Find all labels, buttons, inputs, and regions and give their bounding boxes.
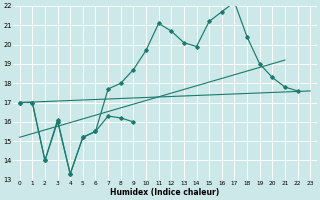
X-axis label: Humidex (Indice chaleur): Humidex (Indice chaleur) bbox=[110, 188, 220, 197]
